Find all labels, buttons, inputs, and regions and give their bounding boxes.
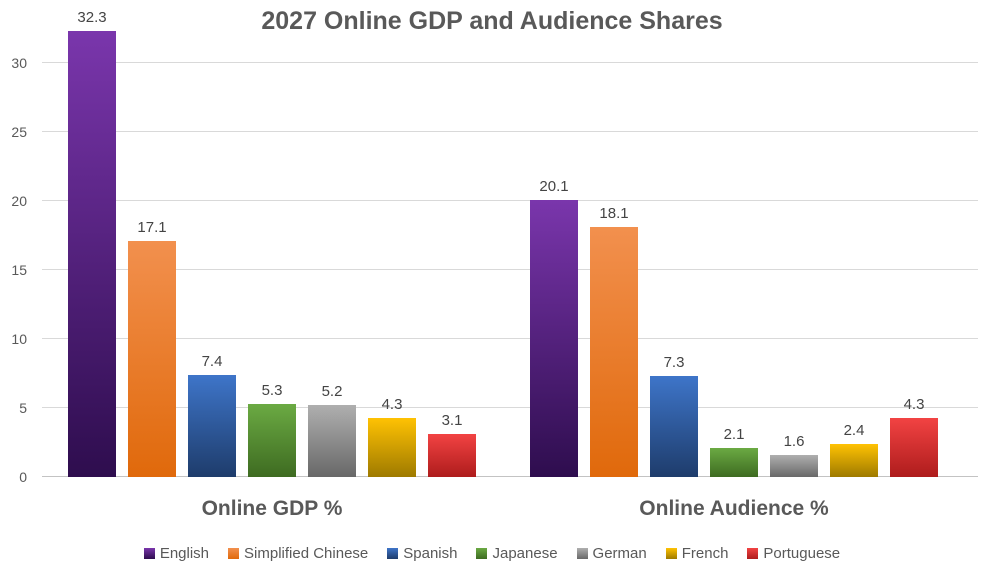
legend-item: Simplified Chinese [228,545,368,562]
gridline [42,269,978,270]
bar-value-label: 7.3 [663,354,685,372]
bar [590,227,638,477]
bar-value-label: 1.6 [783,432,805,450]
bar-value-label: 4.3 [903,395,925,413]
bar-value-label: 5.3 [261,381,283,399]
legend-item: English [143,544,210,562]
bar [128,241,176,477]
legend-label: German [592,544,647,562]
legend-item: Japanese [476,544,558,562]
bar [428,434,476,477]
gridline [42,131,978,132]
bar [530,199,578,477]
chart-title: 2027 Online GDP and Audience Shares [261,7,723,35]
gridline [42,200,978,201]
bar-value-label: 2.1 [723,426,745,444]
legend-label: French [681,544,729,562]
legend-label: Japanese [492,544,558,562]
legend-item: Portuguese [747,545,840,562]
legend-item: French [665,544,729,562]
y-tick-label: 5 [19,400,27,416]
bar-value-label: 5.2 [321,383,343,401]
legend-swatch-icon [228,547,240,559]
legend-label: English [159,544,210,562]
y-tick-label: 30 [11,55,27,71]
bar-value-label: 20.1 [539,177,569,195]
bar-value-label: 2.4 [843,421,865,439]
bar-value-label: 3.1 [441,412,463,430]
gridline [42,338,978,339]
plot-area: 32.3 17.1 7.4 5.3 5.2 4.3 3.1 20.1 18.1 7.3 2.1 1.6… [42,0,978,477]
bar [368,417,416,477]
legend-label: Portuguese [763,544,841,562]
legend: English Simplified Chinese Spanish Japanese… [0,543,984,563]
gridline [42,62,978,63]
y-tick-label: 20 [11,193,27,209]
category-label: Online GDP % [201,497,343,520]
legend-swatch-icon [576,547,588,559]
bar [830,443,878,477]
legend-item: Spanish [387,545,457,562]
bar-value-label: 18.1 [599,205,629,223]
bar [68,31,116,477]
y-tick-label: 0 [19,469,27,485]
legend-label: Simplified Chinese [244,544,369,562]
legend-item: German [576,544,647,562]
legend-swatch-icon [143,547,155,559]
bar [650,376,698,477]
bar [890,417,938,477]
bar [248,403,296,477]
y-tick-label: 15 [11,262,27,278]
category-label: Online Audience % [639,497,829,520]
gridline [42,407,978,408]
legend-swatch-icon [476,547,488,559]
bar [308,405,356,477]
legend-swatch-icon [387,547,399,559]
y-tick-label: 25 [11,124,27,140]
bar-value-label: 17.1 [137,219,167,237]
legend-label: Spanish [403,544,458,562]
gridline [42,476,978,477]
bar-value-label: 7.4 [201,352,223,370]
y-tick-label: 10 [11,331,27,347]
legend-swatch-icon [665,547,677,559]
bar-value-label: 32.3 [77,9,107,27]
bar [710,448,758,477]
legend-swatch-icon [747,547,759,559]
bar-value-label: 4.3 [381,395,403,413]
bar [188,374,236,477]
bar [770,454,818,477]
